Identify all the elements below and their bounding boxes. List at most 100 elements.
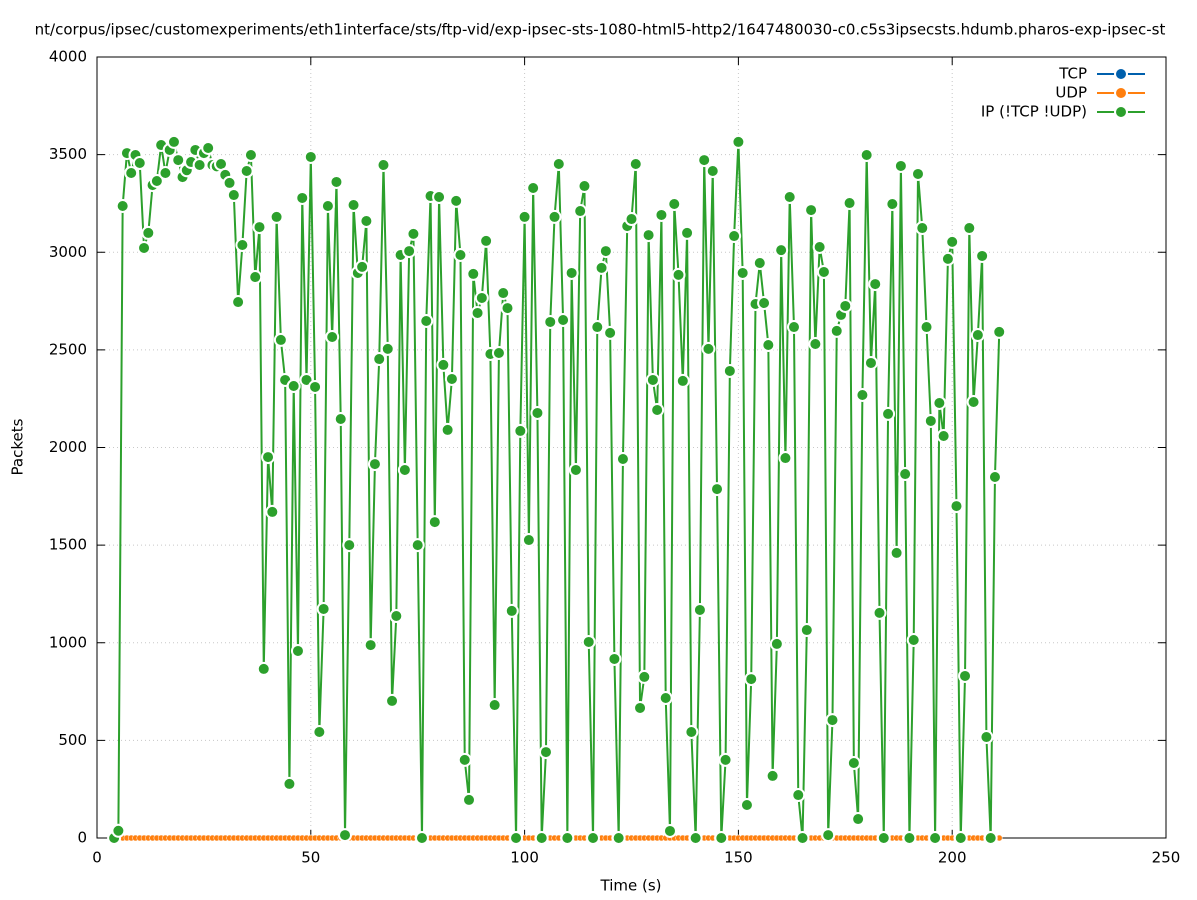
data-point [953,831,968,845]
data-point [692,602,707,617]
data-point [688,831,703,845]
data-point [936,428,951,443]
data-point [966,395,981,410]
x-tick-label: 150 [724,849,753,867]
data-point [962,221,977,236]
data-point [645,372,660,387]
data-point [722,363,737,378]
legend-marker [1114,105,1128,119]
x-tick-label: 200 [938,849,967,867]
data-point [757,296,772,311]
data-point [564,265,579,280]
data-point [735,265,750,280]
data-point [530,405,545,420]
legend-label: UDP [1055,84,1087,102]
data-point [786,320,801,335]
data-point [607,651,622,666]
series-1 [110,834,1003,842]
data-point [808,337,823,352]
data-point [987,469,1002,484]
data-point [940,251,955,266]
data-point [320,198,335,213]
y-tick-label: 1500 [49,536,87,554]
data-point [859,148,874,163]
data-point [744,672,759,687]
data-point [376,157,391,172]
chart-title: nt/corpus/ipsec/customexperiments/eth1in… [35,21,1166,39]
data-point [414,831,429,845]
data-point [115,198,130,213]
data-point [958,668,973,683]
data-point [333,411,348,426]
data-point [385,693,400,708]
data-point [932,395,947,410]
series-line [113,139,1001,839]
y-tick-label: 500 [58,731,87,749]
data-point [397,462,412,477]
y-tick-label: 2000 [49,438,87,456]
data-point [855,387,870,402]
data-point [265,504,280,519]
data-point [338,828,353,843]
data-point [846,756,861,771]
data-point [804,203,819,218]
data-point [462,792,477,807]
data-point [658,691,673,706]
data-point [329,174,344,189]
data-point [586,831,601,845]
data-point [500,301,515,316]
data-point [842,196,857,211]
data-point [295,190,310,205]
data-point [141,225,156,240]
data-point [419,313,434,328]
data-point [821,828,836,843]
data-point [714,831,729,845]
data-point [739,798,754,813]
data-point [226,188,241,203]
data-point [402,244,417,259]
data-point [633,700,648,715]
data-point [355,259,370,274]
data-point [791,788,806,803]
data-point [680,225,695,240]
data-point [538,745,553,760]
data-point [457,752,472,767]
legend-label: IP (!TCP !UDP) [981,103,1087,121]
data-point [132,156,147,171]
x-axis-label: Time (s) [600,877,662,895]
data-point [316,601,331,616]
data-point [889,545,904,560]
data-point [410,538,425,553]
data-point [868,277,883,292]
data-point [970,328,985,343]
data-point [252,220,267,235]
data-point [769,636,784,651]
x-tick-label: 250 [1152,849,1181,867]
data-point [799,623,814,638]
data-point [479,233,494,248]
data-point [235,238,250,253]
data-point [761,337,776,352]
data-point [641,228,656,243]
x-tick-label: 0 [92,849,102,867]
data-point [325,329,340,344]
data-point [231,295,246,310]
data-point [556,313,571,328]
data-point [577,179,592,194]
data-point [308,379,323,394]
data-point [705,164,720,179]
data-point [389,609,404,624]
data-point [534,831,549,845]
data-point [885,197,900,212]
data-point [432,189,447,204]
data-point [406,226,421,241]
data-point [594,260,609,275]
data-point [440,422,455,437]
y-tick-label: 2500 [49,340,87,358]
data-point [312,724,327,739]
data-point [444,371,459,386]
data-point [573,204,588,219]
data-point [731,134,746,149]
